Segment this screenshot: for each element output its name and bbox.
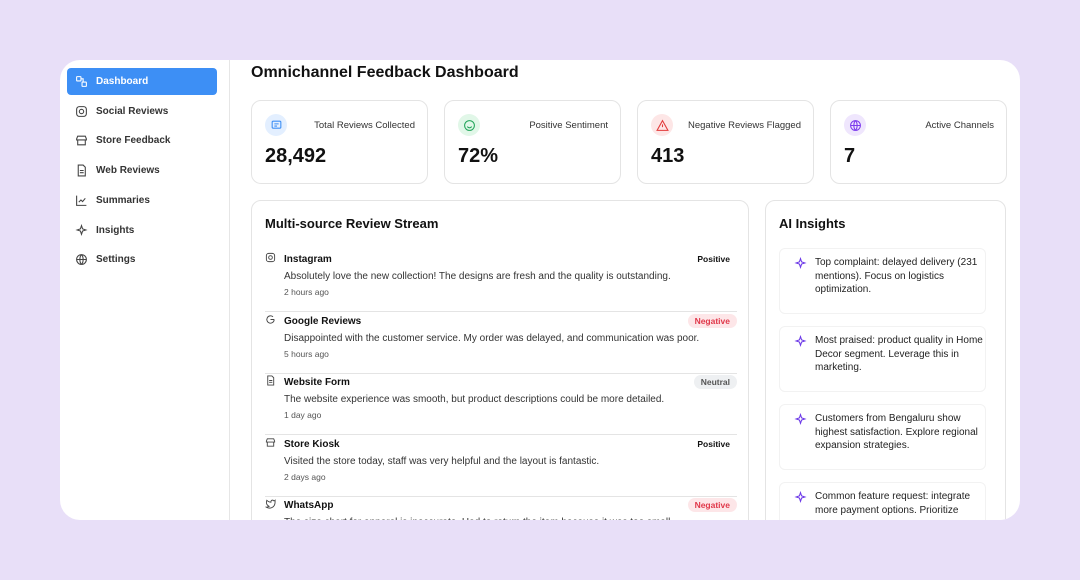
insight-text: Top complaint: delayed delivery (231 men… [815, 257, 978, 295]
stat-icon [844, 114, 866, 136]
icon [76, 254, 87, 266]
icon [267, 375, 275, 386]
icon [265, 437, 276, 447]
review-text: Absolutely love the new collection! The … [284, 271, 671, 282]
stat-value: 7 [844, 145, 856, 167]
sentiment-badge: Positive [690, 436, 737, 451]
stat-value: 72% [458, 145, 499, 167]
stat-card: Active Channels 7 [830, 100, 1007, 184]
review-text: The website experience was smooth, but p… [284, 394, 665, 405]
stream-title: Multi-source Review Stream [265, 216, 439, 231]
nav-item[interactable]: Summaries [67, 187, 217, 214]
icon [77, 164, 86, 177]
sentiment-badge: Negative [687, 498, 737, 512]
stat-label: Negative Reviews Flagged [687, 120, 801, 131]
icon [463, 119, 475, 131]
insight-item: Common feature request: integrate more p… [779, 482, 986, 520]
insight-item: Most praised: product quality in Home De… [779, 326, 986, 392]
nav-item[interactable]: Settings [67, 246, 217, 273]
sentiment-badge: Positive [690, 252, 737, 266]
icon [849, 119, 861, 131]
icon [75, 223, 88, 236]
icon [266, 314, 275, 324]
stat-icon [651, 114, 673, 136]
sidebar: Dashboard Social Reviews Store Feedback Web… [60, 60, 230, 520]
stat-card: Positive Sentiment 72% [444, 100, 621, 184]
nav-item[interactable]: Dashboard [67, 68, 217, 95]
sentiment-badge: Negative [687, 313, 737, 328]
stat-card: Negative Reviews Flagged 413 [637, 100, 814, 184]
icon [76, 105, 87, 117]
icon [76, 136, 87, 146]
stat-icon [265, 114, 287, 136]
icon [265, 252, 276, 263]
review-source: Website Form [284, 377, 350, 388]
app-window: Dashboard Social Reviews Store Feedback Web… [60, 60, 1020, 520]
nav-item[interactable]: Web Reviews [67, 157, 217, 184]
review-time: 1 day ago [284, 410, 322, 420]
review-text: Disappointed with the customer service. … [284, 332, 700, 344]
insight-item: Customers from Bengaluru show highest sa… [779, 404, 986, 470]
stat-label: Active Channels [925, 120, 994, 131]
review-time: 2 hours ago [284, 287, 329, 297]
review-item[interactable]: Store Kiosk Positive Visited the store tod… [265, 435, 737, 497]
review-item[interactable]: Google Reviews Negative Disappointed with … [265, 312, 737, 374]
review-source: Store Kiosk [284, 438, 340, 450]
review-source: Instagram [284, 254, 332, 265]
stat-label: Total Reviews Collected [314, 120, 415, 131]
review-time: 2 days ago [284, 471, 326, 482]
icon [76, 195, 87, 206]
insight-text: Most praised: product quality in Home De… [815, 335, 983, 373]
icon [794, 335, 807, 348]
stat-label: Positive Sentiment [529, 120, 608, 131]
insights-title: AI Insights [779, 216, 846, 231]
review-source: WhatsApp [284, 500, 334, 511]
nav-item[interactable]: Insights [67, 217, 217, 244]
nav-item[interactable]: Social Reviews [67, 98, 217, 125]
icon [655, 119, 669, 131]
icon [794, 257, 807, 270]
review-item[interactable]: Instagram Positive Absolutely love the new… [265, 250, 737, 312]
stat-icon [458, 114, 480, 136]
stat-value: 413 [651, 145, 685, 167]
icon [76, 76, 87, 87]
stat-value: 28,492 [265, 145, 327, 167]
review-item[interactable]: WhatsApp Negative The size chart for appar… [265, 496, 737, 520]
icon [271, 120, 281, 129]
nav-item[interactable]: Store Feedback [67, 127, 217, 154]
sentiment-badge: Neutral [693, 375, 737, 389]
stat-card: Total Reviews Collected 28,492 [251, 100, 428, 184]
insight-text: Customers from Bengaluru show highest sa… [815, 413, 978, 451]
ai-insights: AI Insights Top complaint: delayed deliv… [765, 200, 1006, 520]
insight-item: Top complaint: delayed delivery (231 men… [779, 248, 986, 314]
review-source: Google Reviews [284, 315, 362, 327]
page-title: Omnichannel Feedback Dashboard [251, 64, 519, 81]
review-text: The size chart for apparel is inaccurate… [284, 517, 673, 520]
review-time: 5 hours ago [284, 348, 329, 359]
review-item[interactable]: Website Form Neutral The website experienc… [265, 373, 737, 435]
icon [265, 499, 276, 509]
insight-text: Common feature request: integrate more p… [815, 491, 971, 516]
icon [794, 413, 807, 426]
icon [794, 491, 807, 504]
review-stream: Multi-source Review Stream Instagram Posi… [251, 200, 749, 520]
review-text: Visited the store today, staff was very … [284, 455, 600, 467]
